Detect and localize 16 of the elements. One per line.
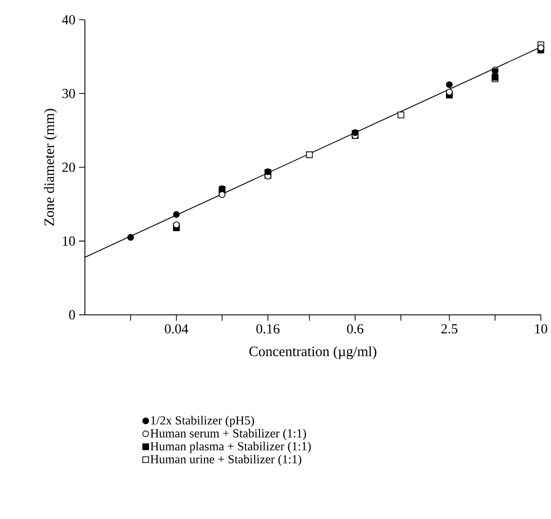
x-axis-title: Concentration (µg/ml) bbox=[249, 346, 376, 360]
x-tick-label: 0.04 bbox=[164, 324, 188, 334]
x-tick-label: 2.5 bbox=[441, 324, 458, 334]
legend-label: Human urine + Stabilizer (1:1) bbox=[150, 454, 302, 466]
legend-label: Human plasma + Stabilizer (1:1) bbox=[150, 442, 311, 453]
y-tick-label: 10 bbox=[62, 236, 75, 246]
x-tick-label: 10 bbox=[535, 324, 548, 334]
y-tick-label: 0 bbox=[69, 310, 75, 320]
y-tick-label: 40 bbox=[62, 15, 75, 24]
x-tick-label: 0.16 bbox=[256, 324, 280, 334]
y-tick-label: 30 bbox=[62, 88, 75, 98]
legend-label: 1/2x Stabilizer (pH5) bbox=[151, 416, 254, 427]
x-tick-label: 0.6 bbox=[347, 324, 364, 334]
y-axis-title: Zone diameter (mm) bbox=[44, 108, 57, 226]
y-tick-label: 20 bbox=[62, 162, 75, 172]
legend-label: Human serum + Stabilizer (1:1) bbox=[150, 428, 306, 440]
